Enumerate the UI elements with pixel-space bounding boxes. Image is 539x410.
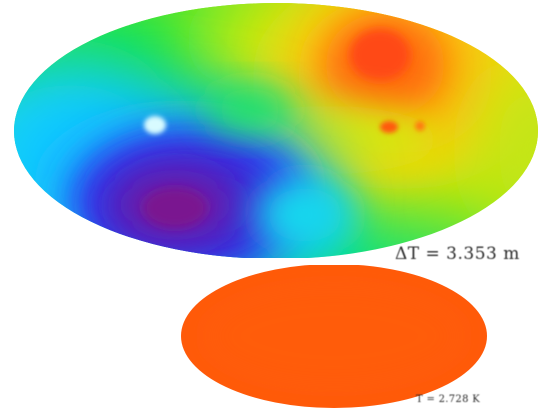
map-crop-mask [180, 258, 395, 265]
monopole-temperature-label: T = 2.728 K [416, 394, 480, 405]
monopole-temperature-map [181, 264, 487, 408]
dipole-anisotropy-map [14, 3, 538, 259]
dipole-temperature-label: ΔT = 3.353 m [395, 244, 520, 264]
